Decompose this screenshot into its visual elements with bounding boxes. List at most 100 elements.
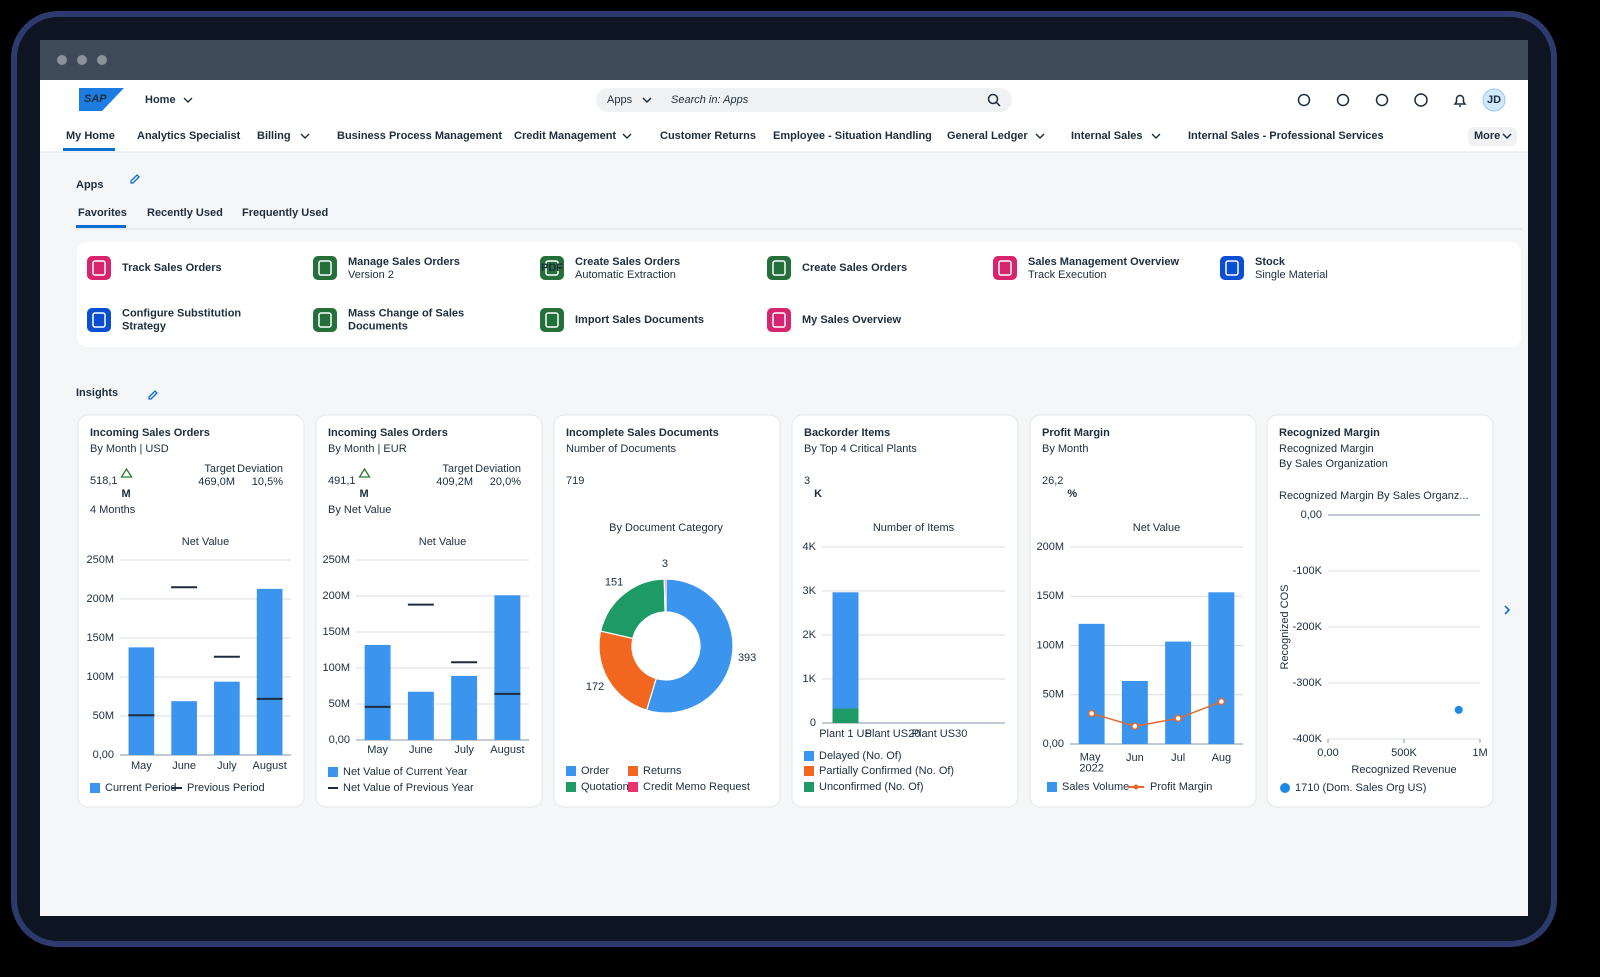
avatar[interactable] (1482, 88, 1506, 112)
kpi-label: Target (442, 463, 473, 475)
more-label[interactable]: More (1474, 130, 1500, 142)
window-dot[interactable] (77, 55, 87, 65)
bar[interactable] (256, 588, 283, 755)
bar[interactable] (1078, 623, 1105, 744)
insight-card[interactable] (791, 414, 1019, 808)
legend-label[interactable]: Net Value of Previous Year (343, 782, 474, 794)
bell-icon[interactable] (1453, 94, 1467, 107)
legend-swatch (628, 766, 638, 776)
nav-tab[interactable]: General Ledger (947, 130, 1028, 142)
x-tick-label: 1M (1472, 747, 1487, 759)
bar[interactable] (494, 595, 521, 740)
header-icon[interactable] (1297, 93, 1311, 107)
app-icon[interactable] (87, 308, 111, 332)
bar[interactable] (407, 691, 434, 740)
legend-label[interactable]: Sales Volume (1062, 781, 1129, 793)
bar[interactable] (1121, 680, 1148, 744)
bar[interactable] (1208, 592, 1235, 744)
logo-text[interactable]: SAP (84, 93, 107, 105)
search-placeholder[interactable]: Search in: Apps (671, 94, 749, 106)
nav-tab[interactable]: Credit Management (514, 130, 616, 142)
nav-tab[interactable]: Customer Returns (660, 130, 756, 142)
kpi-target: 409,2M (436, 476, 473, 488)
legend-label[interactable]: Delayed (No. Of) (819, 750, 902, 762)
bar[interactable] (451, 675, 478, 740)
bar[interactable] (171, 701, 197, 755)
donut-slice[interactable] (645, 578, 734, 714)
bar[interactable] (1165, 641, 1192, 744)
insight-card[interactable] (1266, 414, 1494, 808)
app-title[interactable]: Mass Change of Sales Documents (348, 307, 467, 332)
nav-tab[interactable]: Billing (257, 130, 291, 142)
window-dot[interactable] (97, 55, 107, 65)
kpi-note: By Net Value (328, 504, 391, 516)
header-icon[interactable] (1336, 93, 1350, 107)
app-title[interactable]: Configure Substitution Strategy (122, 307, 244, 332)
app-icon[interactable] (540, 308, 564, 332)
bar[interactable] (832, 708, 859, 723)
donut-slice[interactable] (663, 578, 667, 613)
app-title[interactable]: Manage Sales Orders (348, 256, 460, 268)
window-dot[interactable] (57, 55, 67, 65)
nav-tab[interactable]: Internal Sales (1071, 130, 1143, 142)
x-tick-label: Aug (1212, 752, 1232, 764)
search-scope[interactable]: Apps (607, 94, 633, 106)
text-line: 2022 (1079, 762, 1103, 774)
nav-tab[interactable]: Internal Sales - Professional Services (1188, 130, 1384, 142)
header-icon[interactable] (1375, 93, 1389, 107)
apps-tab[interactable]: Recently Used (147, 207, 223, 219)
legend-label[interactable]: Profit Margin (1150, 781, 1212, 793)
app-icon[interactable] (767, 256, 791, 280)
legend-label[interactable]: Previous Period (187, 782, 265, 794)
app-title[interactable]: Track Sales Orders (122, 262, 222, 274)
logo-shape[interactable] (79, 88, 124, 111)
app-icon-glyph (92, 260, 106, 276)
avatar-initials[interactable]: JD (1487, 94, 1501, 106)
legend-label[interactable]: Order (581, 765, 609, 777)
app-icon[interactable] (767, 308, 791, 332)
x-tick-label: 500K (1391, 747, 1417, 759)
app-title[interactable]: Import Sales Documents (575, 314, 704, 326)
app-title[interactable]: Create Sales Orders (575, 256, 680, 268)
legend-label[interactable]: Quotation (581, 781, 629, 793)
legend-label[interactable]: Unconfirmed (No. Of) (819, 781, 924, 793)
legend-label[interactable]: Returns (643, 765, 682, 777)
search-box[interactable] (596, 88, 1012, 112)
legend-label[interactable]: Partially Confirmed (No. Of) (819, 765, 954, 777)
nav-tab[interactable]: Employee - Situation Handling (773, 130, 932, 142)
legend-label[interactable]: Current Period (105, 782, 177, 794)
edit-icon[interactable] (130, 174, 140, 184)
scatter-point[interactable] (1454, 705, 1463, 714)
app-title[interactable]: Stock (1255, 256, 1286, 268)
card-title: Backorder Items (804, 427, 890, 439)
app-icon[interactable] (993, 256, 1017, 280)
nav-tab[interactable]: My Home (66, 130, 115, 142)
app-icon[interactable] (313, 308, 337, 332)
apps-tab[interactable]: Favorites (78, 207, 127, 219)
y-tick-label: 0,00 (1043, 738, 1064, 750)
edit-icon[interactable] (148, 390, 158, 400)
legend-label[interactable]: Net Value of Current Year (343, 766, 468, 778)
legend-label[interactable]: 1710 (Dom. Sales Org US) (1295, 782, 1426, 794)
app-icon[interactable] (87, 256, 111, 280)
nav-tab[interactable]: Analytics Specialist (137, 130, 241, 142)
next-arrow[interactable] (1504, 605, 1511, 615)
help-icon[interactable] (1414, 93, 1428, 107)
bar[interactable] (832, 592, 859, 709)
bar[interactable] (128, 647, 155, 755)
search-icon[interactable] (987, 93, 999, 105)
more-button[interactable] (1468, 127, 1517, 146)
app-title[interactable]: Create Sales Orders (802, 262, 907, 274)
bar[interactable] (214, 681, 240, 755)
apps-tab[interactable]: Frequently Used (242, 207, 328, 219)
app-title[interactable]: Sales Management Overview (1028, 256, 1179, 268)
app-icon[interactable] (1220, 256, 1244, 280)
home-menu[interactable]: Home (145, 94, 176, 106)
bar[interactable] (364, 644, 391, 740)
app-icon-glyph (772, 260, 786, 276)
section-title: Apps (76, 179, 104, 191)
app-title[interactable]: My Sales Overview (802, 314, 902, 326)
nav-tab[interactable]: Business Process Management (337, 130, 502, 142)
app-icon[interactable] (313, 256, 337, 280)
legend-label[interactable]: Credit Memo Request (643, 781, 750, 793)
